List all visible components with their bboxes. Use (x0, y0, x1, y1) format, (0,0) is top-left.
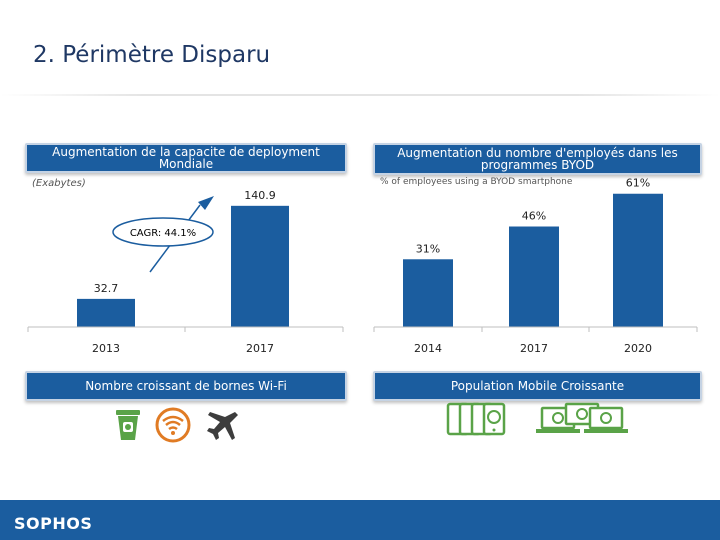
banner-byod-employees: Augmentation du nombre d'employés dans l… (373, 143, 702, 175)
data-label: 31% (416, 242, 440, 255)
banner-wifi-hotspots: Nombre croissant de bornes Wi-Fi (25, 371, 347, 401)
cagr-bubble (112, 217, 214, 247)
title-divider (0, 94, 720, 96)
footer-bar: SOPHOS (0, 500, 720, 540)
laptops-icon (536, 402, 628, 433)
chart-subtitle: % of employees using a BYOD smartphone (380, 177, 573, 187)
x-tick-label: 2017 (246, 342, 274, 355)
slide-title: 2. Périmètre Disparu (33, 42, 271, 68)
bar-2013 (77, 298, 135, 327)
x-tick-label: 2013 (92, 342, 120, 355)
x-tick-label: 2017 (520, 342, 548, 355)
airplane-icon (207, 412, 238, 440)
x-tick-label: 2020 (624, 342, 652, 355)
wifi-icon (155, 407, 191, 443)
unit-note: (Exabytes) (32, 178, 86, 189)
x-tick-label: 2014 (414, 342, 442, 355)
banner-mobile-population: Population Mobile Croissante (373, 371, 702, 401)
coffee-cup-icon (116, 410, 140, 440)
cagr-label: CAGR: 44.1% (130, 228, 196, 239)
bar-2017 (509, 226, 559, 327)
bar-2020 (613, 193, 663, 327)
smartphones-icon (446, 402, 506, 436)
banner-deployment-capacity: Augmentation de la capacite de deploymen… (25, 143, 347, 173)
bar-2014 (403, 259, 453, 327)
data-label: 140.9 (244, 189, 276, 202)
data-label: 46% (522, 210, 546, 223)
sophos-logo: SOPHOS (14, 514, 93, 533)
data-label: 32.7 (94, 282, 119, 295)
data-label: 61% (626, 177, 650, 190)
growth-arrow-head (198, 196, 214, 210)
bar-2017 (231, 205, 289, 327)
